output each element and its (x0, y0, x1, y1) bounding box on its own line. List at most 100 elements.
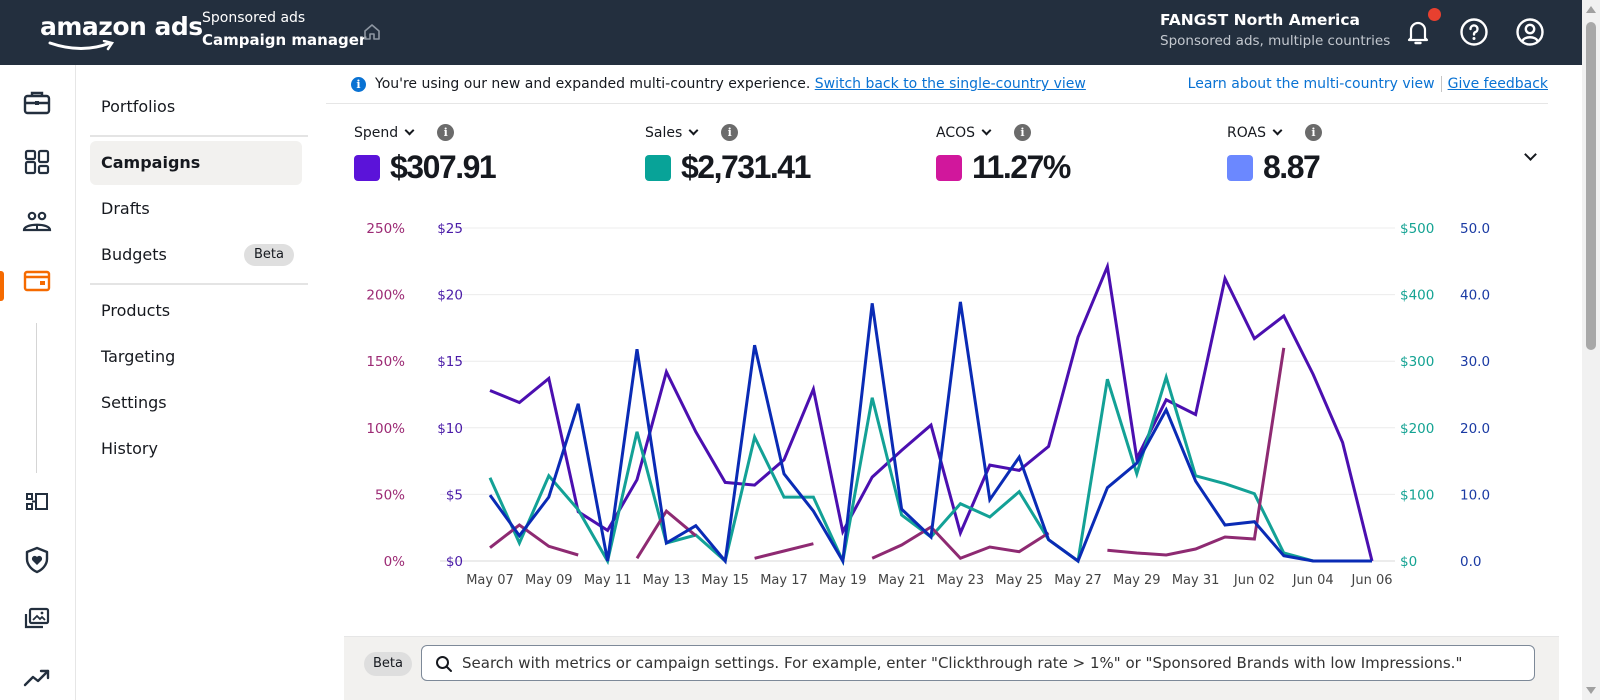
metric-roas: ROAS i 8.87 (1227, 124, 1322, 186)
sales-color-swatch[interactable] (645, 154, 671, 181)
rail-divider (36, 323, 37, 473)
subnav-item-budgets[interactable]: Budgets Beta (90, 233, 302, 277)
series-line-acos (1107, 347, 1286, 557)
scroll-thumb[interactable] (1586, 22, 1596, 350)
chevron-down-icon (1272, 125, 1283, 136)
series-line-spend (489, 261, 1374, 562)
spend-axis-tick-label: $15 (437, 354, 463, 370)
performance-chart: 0% 50% 100% 150% 200% 250% $0 $5 $10 $15 $20 $25 $0 $… (366, 221, 1490, 588)
media-library-icon[interactable] (22, 605, 52, 635)
sales-axis-tick-label: $200 (1400, 421, 1434, 437)
info-icon[interactable]: i (721, 124, 739, 141)
collapse-chart-chevron-icon[interactable] (1524, 148, 1537, 161)
subnav-item-campaigns[interactable]: Campaigns (90, 141, 302, 185)
acos-axis-tick-label: 50% (375, 487, 405, 503)
info-icon[interactable]: i (1014, 124, 1032, 141)
metric-value: $2,731.41 (681, 149, 811, 185)
x-axis-tick-label: May 31 (1172, 573, 1220, 588)
help-icon[interactable] (1458, 16, 1490, 48)
x-axis-tick-label: May 11 (584, 573, 632, 588)
multi-country-banner: i You're using our new and expanded mult… (326, 68, 1548, 104)
trending-icon[interactable] (22, 663, 52, 693)
info-icon[interactable]: i (437, 124, 455, 141)
amazon-ads-logo[interactable]: amazon ads (40, 12, 203, 41)
link-separator (1440, 76, 1442, 92)
campaign-search-input[interactable] (462, 646, 1522, 680)
roas-axis-tick-label: 30.0 (1460, 354, 1490, 370)
banner-text: You're using our new and expanded multi-… (375, 76, 811, 92)
app-title[interactable]: Campaign manager (202, 31, 367, 49)
sales-axis-tick-label: $300 (1400, 354, 1434, 370)
notifications-bell-icon[interactable] (1402, 16, 1434, 48)
x-axis-tick-label: May 29 (1113, 573, 1161, 588)
info-icon[interactable]: i (1304, 124, 1322, 141)
give-feedback-link[interactable]: Give feedback (1447, 76, 1548, 92)
metric-value: 11.27% (972, 149, 1071, 185)
chevron-down-icon (404, 125, 415, 136)
metric-label: Sales (645, 124, 683, 141)
beta-badge: Beta (244, 244, 294, 266)
x-axis-tick-label: May 21 (878, 573, 926, 588)
brand-safety-icon[interactable] (22, 545, 52, 575)
briefcase-icon[interactable] (22, 88, 52, 118)
page-scrollbar[interactable] (1582, 0, 1600, 700)
subnav-item-portfolios[interactable]: Portfolios (90, 85, 302, 129)
subnav-item-targeting[interactable]: Targeting (90, 335, 302, 379)
roas-axis-tick-label: 0.0 (1460, 554, 1481, 570)
scroll-up-arrow[interactable] (1586, 6, 1596, 13)
account-profile-icon[interactable] (1514, 16, 1546, 48)
banner-links: Learn about the multi-country view Give f… (1188, 76, 1548, 92)
series-line-roas (488, 301, 1372, 566)
sales-axis-tick-label: $100 (1400, 487, 1434, 503)
subnav-label: Portfolios (101, 97, 176, 116)
series-line-acos (754, 542, 814, 560)
metric-acos: ACOS i 11.27% (936, 124, 1071, 186)
scroll-down-arrow[interactable] (1586, 687, 1596, 694)
metric-selector-acos[interactable]: ACOS i (936, 124, 1070, 141)
chevron-down-icon (688, 125, 699, 136)
subnav-label: Drafts (101, 199, 150, 218)
spend-axis-tick-label: $25 (437, 221, 463, 237)
notification-badge (1428, 8, 1441, 21)
metric-sales: Sales i $2,731.41 (645, 124, 811, 186)
metric-selector-sales[interactable]: Sales i (645, 124, 810, 141)
acos-axis-tick-label: 250% (366, 221, 405, 237)
search-box[interactable] (421, 645, 1535, 681)
roas-color-swatch[interactable] (1227, 154, 1253, 181)
top-bar: amazon ads Sponsored ads Campaign manage… (0, 0, 1582, 65)
metric-selector-spend[interactable]: Spend i (354, 124, 495, 141)
sales-axis-tick-label: $400 (1400, 288, 1434, 304)
metric-label: ACOS (936, 124, 976, 141)
metric-spend: Spend i $307.91 (354, 124, 497, 186)
subnav-divider (90, 283, 308, 285)
account-name[interactable]: FANGST North America (1160, 11, 1361, 29)
audiences-icon[interactable] (22, 207, 52, 237)
switch-single-country-link[interactable]: Switch back to the single-country view (814, 76, 1086, 92)
dashboard-icon[interactable] (22, 147, 52, 177)
x-axis-tick-label: May 13 (643, 573, 691, 588)
subnav-label: Campaigns (101, 153, 201, 172)
acos-color-swatch[interactable] (936, 154, 962, 181)
x-axis-tick-label: May 19 (819, 573, 867, 588)
metric-label: Spend (354, 124, 399, 141)
spend-color-swatch[interactable] (354, 154, 380, 181)
campaigns-icon[interactable] (22, 266, 52, 296)
x-axis-tick-label: May 25 (995, 573, 1043, 588)
beta-badge: Beta (364, 652, 412, 676)
spend-axis-tick-label: $10 (437, 421, 463, 437)
sales-axis-tick-label: $500 (1400, 221, 1434, 237)
subnav-item-history[interactable]: History (90, 427, 302, 471)
metric-selector-roas[interactable]: ROAS i (1227, 124, 1322, 141)
roas-axis-tick-label: 10.0 (1460, 487, 1490, 503)
subnav-item-products[interactable]: Products (90, 289, 302, 333)
home-icon[interactable] (362, 22, 382, 42)
subnav-item-settings[interactable]: Settings (90, 381, 302, 425)
workflow-icon[interactable] (22, 487, 52, 517)
rail-active-indicator (0, 271, 4, 301)
x-axis-tick-label: May 23 (937, 573, 985, 588)
subnav-item-drafts[interactable]: Drafts (90, 187, 302, 231)
acos-axis-tick-label: 0% (384, 554, 406, 570)
campaign-search-panel: Beta (344, 636, 1559, 700)
learn-multi-country-link[interactable]: Learn about the multi-country view (1187, 76, 1435, 92)
info-icon: i (351, 77, 366, 92)
